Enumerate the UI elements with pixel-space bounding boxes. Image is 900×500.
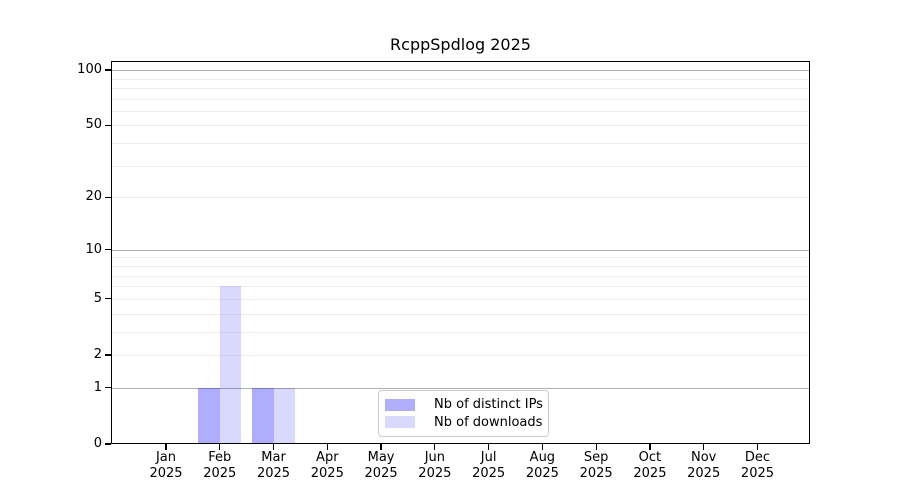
gridline-major-100 [112, 70, 809, 72]
x-label-month-jan: Jan [155, 450, 177, 465]
x-label-month-oct: Oct [638, 450, 662, 465]
x-label-month-sep: Sep [583, 450, 609, 465]
x-tick-mar [272, 444, 275, 450]
x-label-year-mar: 2025 [256, 466, 291, 481]
y-tick-10 [105, 249, 111, 251]
x-label-month-feb: Feb [208, 450, 232, 465]
y-tick-1 [105, 387, 111, 389]
x-label-year-may: 2025 [364, 466, 398, 481]
legend-entry-nb-of-downloads: Nb of downloads [385, 414, 543, 430]
bar-nb-of-downloads-mar [273, 387, 296, 443]
x-label-year-feb: 2025 [203, 466, 237, 481]
gridline-minor-40 [112, 143, 809, 145]
y-tick-2 [105, 354, 111, 356]
x-tick-label-aug: Aug 2025 [502, 450, 582, 482]
x-tick-feb [219, 444, 221, 450]
x-tick-label-apr: Apr 2025 [287, 450, 367, 482]
plot-area [111, 61, 810, 444]
gridline-minor-30 [112, 165, 809, 167]
x-label-year-jul: 2025 [472, 466, 506, 481]
x-label-year-oct: 2025 [633, 466, 667, 481]
gridline-minor-7 [112, 275, 809, 277]
x-label-year-dec: 2025 [740, 466, 775, 481]
y-tick-label-0: 0 [93, 436, 102, 451]
x-label-month-jun: Jun [424, 450, 445, 465]
x-tick-jan [165, 444, 167, 450]
legend-swatch-nb-of-downloads [385, 416, 415, 429]
y-tick-label-20: 20 [85, 189, 102, 205]
gridline-minor-50 [112, 125, 809, 127]
x-label-month-apr: Apr [316, 450, 339, 465]
x-tick-label-jan: Jan 2025 [126, 450, 206, 482]
x-label-month-jul: Jul [480, 450, 497, 465]
x-label-year-apr: 2025 [310, 466, 344, 481]
x-label-year-jan: 2025 [149, 466, 183, 481]
x-tick-oct [649, 444, 651, 450]
x-tick-jul [488, 444, 490, 450]
gridline-minor-80 [112, 87, 809, 89]
x-tick-label-nov: Nov 2025 [664, 450, 744, 482]
x-label-month-nov: Nov [691, 450, 717, 465]
x-label-year-aug: 2025 [525, 466, 559, 481]
y-tick-label-1: 1 [93, 379, 102, 395]
x-label-year-sep: 2025 [579, 466, 613, 481]
x-tick-aug [541, 444, 543, 450]
gridline-minor-60 [112, 110, 809, 112]
x-label-month-aug: Aug [529, 450, 556, 465]
x-tick-label-jul: Jul 2025 [449, 450, 529, 482]
y-tick-50 [105, 124, 111, 127]
chart-title: RcppSpdlog 2025 [390, 35, 531, 54]
x-tick-nov [703, 444, 705, 450]
legend: Nb of distinct IPs Nb of downloads [378, 390, 549, 437]
gridline-minor-20 [112, 197, 809, 199]
x-label-year-jun: 2025 [418, 466, 452, 481]
x-tick-apr [326, 444, 328, 450]
x-tick-may [380, 444, 382, 450]
x-label-month-may: May [367, 450, 395, 465]
x-tick-label-jun: Jun 2025 [395, 450, 475, 482]
bar-nb-of-downloads-feb [219, 286, 242, 443]
x-tick-label-may: May 2025 [341, 450, 421, 482]
x-tick-label-feb: Feb 2025 [180, 450, 260, 482]
y-tick-label-5: 5 [93, 290, 102, 306]
y-tick-20 [105, 196, 111, 198]
gridline-minor-70 [112, 98, 809, 100]
bar-nb-of-distinct-ips-mar [252, 387, 274, 443]
x-tick-label-sep: Sep 2025 [556, 450, 636, 482]
y-tick-label-2: 2 [93, 346, 102, 362]
legend-label-nb-of-downloads: Nb of downloads [434, 414, 543, 430]
x-tick-label-oct: Oct 2025 [610, 450, 690, 482]
x-label-year-nov: 2025 [687, 466, 721, 481]
x-tick-sep [595, 444, 597, 450]
x-tick-label-mar: Mar 2025 [234, 450, 314, 482]
legend-entry-nb-of-distinct-ips: Nb of distinct IPs [385, 397, 543, 413]
gridline-minor-2 [112, 354, 809, 356]
x-tick-jun [434, 444, 436, 450]
gridline-minor-90 [112, 78, 809, 80]
gridline-minor-9 [112, 257, 809, 259]
y-tick-5 [105, 298, 111, 300]
legend-label-nb-of-distinct-ips: Nb of distinct IPs [434, 397, 543, 413]
gridline-minor-8 [112, 265, 809, 267]
gridline-minor-5 [112, 298, 809, 300]
x-label-month-dec: Dec [744, 450, 771, 465]
gridline-major-10 [112, 249, 809, 251]
y-tick-label-50: 50 [85, 117, 102, 133]
y-tick-label-100: 100 [77, 62, 102, 78]
y-tick-0 [105, 443, 111, 445]
legend-swatch-nb-of-distinct-ips [385, 398, 415, 411]
y-tick-100 [105, 69, 111, 71]
gridline-minor-4 [112, 313, 809, 315]
x-tick-dec [756, 444, 759, 450]
bar-nb-of-distinct-ips-feb [198, 387, 220, 443]
gridline-major-1 [112, 387, 809, 389]
y-tick-label-10: 10 [85, 241, 102, 257]
gridline-minor-3 [112, 331, 809, 333]
gridline-minor-6 [112, 286, 809, 288]
x-label-month-mar: Mar [261, 450, 286, 465]
x-tick-label-dec: Dec 2025 [717, 450, 797, 482]
